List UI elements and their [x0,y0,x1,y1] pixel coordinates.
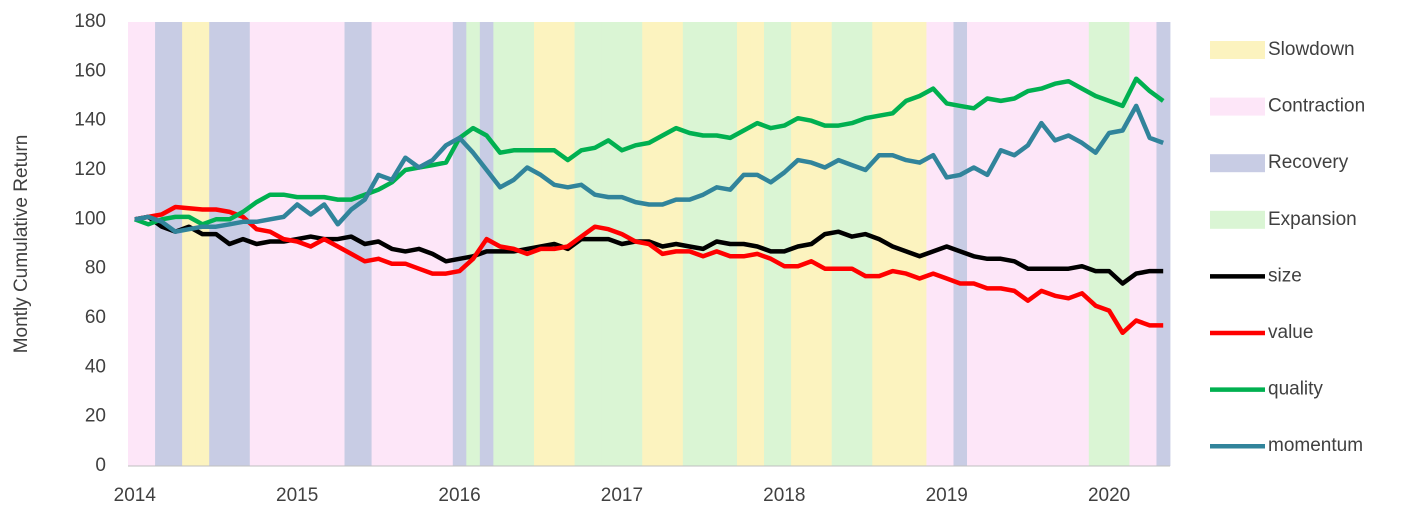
regime-band [155,22,169,466]
legend-swatch [1210,154,1265,173]
regime-band [1102,22,1117,466]
regime-band [872,22,887,466]
regime-band [1129,22,1144,466]
y-tick-label: 80 [85,258,106,279]
regime-band [1048,22,1063,466]
regime-band [263,22,278,466]
regime-band [939,22,954,466]
y-axis-label: Montly Cumulative Return [11,135,32,354]
regime-band [912,22,927,466]
regime-band [276,22,291,466]
regime-band [330,22,345,466]
regime-band [1034,22,1049,466]
legend-label: Expansion [1268,209,1357,230]
x-tick-label: 2018 [763,485,805,506]
regime-band [967,22,981,466]
y-tick-label: 160 [74,60,106,81]
regime-band [128,22,142,466]
regime-band [425,22,440,466]
regime-band [926,22,941,466]
regime-band [236,22,251,466]
regime-band [858,22,873,466]
regime-band [344,22,359,466]
x-tick-label: 2020 [1088,485,1130,506]
regime-band [953,22,968,466]
regime-band [412,22,427,466]
regime-band [439,22,454,466]
x-tick-label: 2016 [438,485,480,506]
regime-band [533,22,548,466]
series-line [134,103,1164,234]
regime-band [493,22,508,466]
legend-label: quality [1268,379,1323,400]
series-line [134,214,1164,286]
y-tick-label: 180 [74,11,106,32]
regime-band [709,22,724,466]
regime-band [831,22,846,466]
regime-band [764,22,778,466]
series-line [134,76,1165,227]
legend-label: Recovery [1268,152,1349,173]
regime-band [1156,22,1171,466]
regime-band [994,22,1009,466]
regime-band [1088,22,1103,466]
x-tick-label: 2014 [114,485,157,506]
regime-band [601,22,616,466]
y-tick-label: 40 [85,356,106,377]
regime-band [818,22,833,466]
regime-band [182,22,197,466]
regime-band [899,22,914,466]
regime-band [588,22,603,466]
legend-label: momentum [1268,435,1363,456]
y-tick-label: 60 [85,307,106,328]
x-tick-label: 2015 [276,485,318,506]
regime-band [317,22,332,466]
x-tick-label: 2019 [926,485,968,506]
legend-label: value [1268,322,1313,343]
regime-band [1115,22,1130,466]
legend-swatch [1210,97,1265,116]
regime-band [398,22,413,466]
regime-band [1007,22,1022,466]
legend-label: Slowdown [1268,39,1355,60]
y-tick-label: 120 [74,159,106,180]
regime-band [520,22,535,466]
regime-band [980,22,995,466]
regime-band [574,22,589,466]
series-line [134,204,1164,336]
legend-swatch [1210,41,1265,59]
regime-band [209,22,224,466]
legend-swatch [1210,210,1265,229]
regime-band [1021,22,1036,466]
regime-band [1075,22,1090,466]
x-tick-label: 2017 [601,485,643,506]
regime-band [452,22,467,466]
legend-label: Contraction [1268,96,1365,117]
regime-band [385,22,400,466]
y-tick-label: 100 [74,208,106,229]
regime-band [791,22,806,466]
regime-band [628,22,643,466]
y-tick-label: 140 [74,110,106,131]
regime-band [466,22,481,466]
regime-band [885,22,900,466]
regime-band [750,22,765,466]
regime-band [1061,22,1076,466]
regime-band [506,22,521,466]
regime-band [168,22,183,466]
legend-label: size [1268,265,1302,286]
regime-band [845,22,860,466]
y-tick-label: 0 [95,455,106,476]
regime-band [195,22,210,466]
regime-band [777,22,792,466]
regime-band [141,22,156,466]
regime-band [290,22,305,466]
y-tick-label: 20 [85,406,106,427]
